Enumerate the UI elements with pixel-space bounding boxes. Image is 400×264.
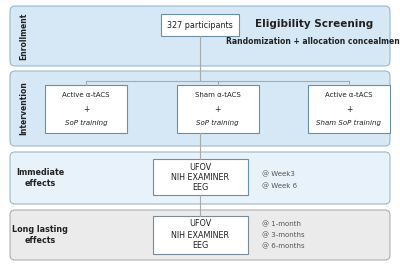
- Text: Active α-tACS: Active α-tACS: [325, 92, 373, 98]
- Text: +: +: [346, 105, 352, 114]
- Text: Sham SoP training: Sham SoP training: [316, 120, 382, 126]
- Text: NIH EXAMINER: NIH EXAMINER: [171, 230, 229, 239]
- Text: UFOV: UFOV: [189, 163, 211, 172]
- Text: EEG: EEG: [192, 182, 208, 191]
- Text: Long lasting
effects: Long lasting effects: [12, 225, 68, 245]
- Text: @ Week 6: @ Week 6: [262, 183, 298, 189]
- Text: +: +: [214, 105, 221, 114]
- Text: Eligibility Screening: Eligibility Screening: [255, 19, 374, 29]
- FancyBboxPatch shape: [10, 6, 390, 66]
- FancyBboxPatch shape: [10, 71, 390, 146]
- FancyBboxPatch shape: [176, 85, 258, 133]
- Text: @ 6-months: @ 6-months: [262, 243, 305, 249]
- Text: 327 participants: 327 participants: [167, 21, 233, 30]
- Text: Enrollment: Enrollment: [20, 12, 28, 60]
- Text: NIH EXAMINER: NIH EXAMINER: [171, 172, 229, 182]
- Text: EEG: EEG: [192, 242, 208, 251]
- Text: Immediate
effects: Immediate effects: [16, 168, 64, 188]
- Text: Randomization + allocation concealment: Randomization + allocation concealment: [226, 37, 400, 46]
- Text: +: +: [83, 105, 89, 114]
- Text: Intervention: Intervention: [20, 82, 28, 135]
- Text: @ 1-month: @ 1-month: [262, 221, 302, 227]
- Text: UFOV: UFOV: [189, 219, 211, 229]
- Text: SoP training: SoP training: [196, 120, 239, 126]
- Text: @ Week3: @ Week3: [262, 171, 295, 177]
- Text: SoP training: SoP training: [65, 120, 107, 126]
- FancyBboxPatch shape: [10, 210, 390, 260]
- Text: Sham α-tACS: Sham α-tACS: [195, 92, 240, 98]
- FancyBboxPatch shape: [308, 85, 390, 133]
- Text: Active α-tACS: Active α-tACS: [62, 92, 110, 98]
- FancyBboxPatch shape: [161, 14, 239, 36]
- Text: @ 3-months: @ 3-months: [262, 232, 305, 238]
- FancyBboxPatch shape: [152, 159, 248, 195]
- FancyBboxPatch shape: [10, 152, 390, 204]
- FancyBboxPatch shape: [152, 216, 248, 254]
- FancyBboxPatch shape: [45, 85, 127, 133]
